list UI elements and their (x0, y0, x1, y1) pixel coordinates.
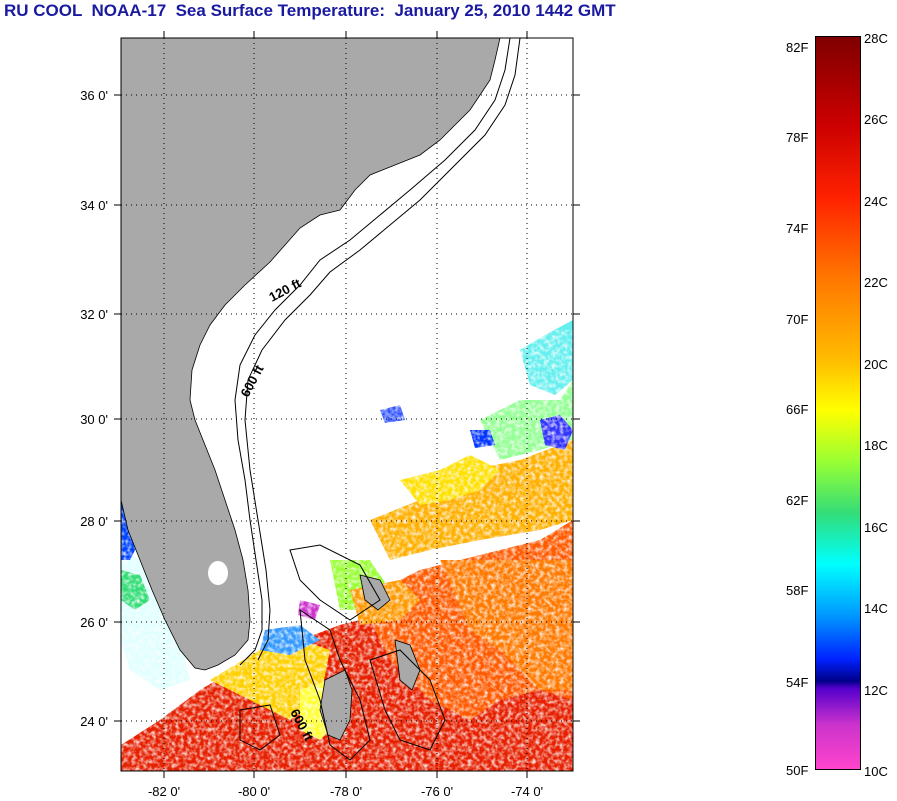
colorbar-f-label: 66F (786, 402, 809, 417)
lon-label: -78 0' (330, 784, 362, 799)
bathymetry-contours (234, 38, 521, 761)
colorbar-f-label: 62F (786, 493, 809, 508)
colorbar-c-label: 14C (864, 601, 888, 616)
axis-ticks (114, 31, 580, 778)
colorbar-c-label: 12C (864, 683, 888, 698)
lat-label: 30 0' (80, 412, 108, 427)
map-title: RU COOL NOAA-17 Sea Surface Temperature:… (4, 1, 616, 20)
colorbar-c-label: 28C (864, 31, 888, 46)
colorbar-c-label: 26C (864, 112, 888, 127)
lon-label: -80 0' (238, 784, 270, 799)
colorbar-c-label: 20C (864, 357, 888, 372)
colorbar-f-label: 58F (786, 583, 809, 598)
colorbar-c-label: 18C (864, 438, 888, 453)
lat-label: 28 0' (80, 514, 108, 529)
land-bahamas-eleuthera (394, 639, 421, 691)
colorbar-f-label: 54F (786, 675, 809, 690)
map-frame (120, 37, 574, 772)
colorbar-f-label: 70F (786, 312, 809, 327)
lat-label: 26 0' (80, 615, 108, 630)
colorbar-f-label: 74F (786, 221, 809, 236)
lat-label: 36 0' (80, 88, 108, 103)
land-mainland (121, 38, 501, 671)
lat-label: 34 0' (80, 198, 108, 213)
land-bahamas-abaco (359, 574, 391, 611)
colorbar-f-label: 78F (786, 130, 809, 145)
colorbar-c-label: 10C (864, 764, 888, 779)
colorbar-c-label: 16C (864, 520, 888, 535)
lake-okeechobee (208, 561, 228, 585)
colorbar-c-label: 24C (864, 194, 888, 209)
lat-label: 24 0' (80, 714, 108, 729)
lat-label: 32 0' (80, 307, 108, 322)
latitude-labels: 36 0' 34 0' 32 0' 30 0' 28 0' 26 0' 24 0… (80, 88, 108, 729)
colorbar-c-label: 22C (864, 275, 888, 290)
colorbar-f-label: 82F (786, 40, 809, 55)
temperature-colorbar (815, 36, 861, 770)
lon-label: -76 0' (421, 784, 453, 799)
graticule (121, 38, 573, 771)
lon-label: -82 0' (148, 784, 180, 799)
lon-label: -74 0' (511, 784, 543, 799)
longitude-labels: -82 0' -80 0' -78 0' -76 0' -74 0' (148, 784, 543, 799)
colorbar-f-label: 50F (786, 763, 809, 778)
